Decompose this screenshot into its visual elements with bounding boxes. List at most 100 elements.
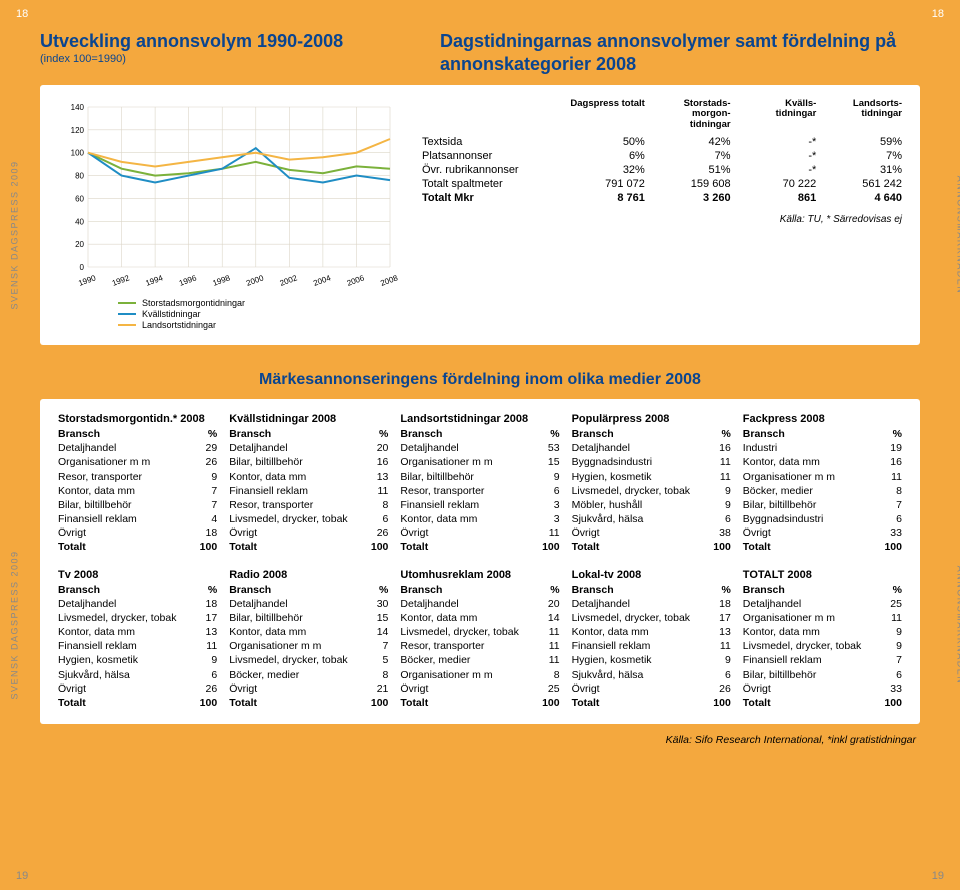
block-row: Sjukvård, hälsa6 <box>572 668 731 682</box>
block-row: Kontor, data mm7 <box>58 484 217 498</box>
block-row: Byggnadsindustri6 <box>743 512 902 526</box>
svg-text:1990: 1990 <box>77 273 97 288</box>
table-cell: 159 608 <box>645 178 731 190</box>
headings-row: Utveckling annonsvolym 1990-2008 (index … <box>0 0 960 85</box>
block-row: Bilar, biltillbehör6 <box>743 668 902 682</box>
block-title: Utomhusreklam 2008 <box>400 569 559 581</box>
block-row: Kontor, data mm9 <box>743 625 902 639</box>
block-row: Bransch% <box>229 583 388 597</box>
svg-text:1996: 1996 <box>178 273 198 288</box>
block-row: Sjukvård, hälsa6 <box>58 668 217 682</box>
block-row: Finansiell reklam11 <box>572 639 731 653</box>
table-header: Kvälls-tidningar <box>731 99 817 134</box>
block-row: Livsmedel, drycker, tobak9 <box>743 639 902 653</box>
heading-left: Utveckling annonsvolym 1990-2008 <box>40 30 400 53</box>
mid-title: Märkesannonseringens fördelning inom oli… <box>0 371 960 389</box>
table-cell: 8 761 <box>559 192 645 204</box>
table-cell: 7% <box>816 150 902 162</box>
line-chart: 0204060801001201401990199219941996199820… <box>58 99 398 331</box>
block-row: Bilar, biltillbehör7 <box>743 498 902 512</box>
block-row: Resor, transporter11 <box>400 639 559 653</box>
block-row: Bransch% <box>229 427 388 441</box>
table-cell: 59% <box>816 136 902 148</box>
block-row: Bransch% <box>400 583 559 597</box>
table-cell: 4 640 <box>816 192 902 204</box>
table-header: Dagspress totalt <box>559 99 645 134</box>
svg-text:2000: 2000 <box>245 273 265 288</box>
block-row: Resor, transporter9 <box>58 470 217 484</box>
block-title: Storstadsmorgontidn.* 2008 <box>58 413 217 425</box>
media-block: Storstadsmorgontidn.* 2008Bransch%Detalj… <box>58 413 217 555</box>
block-row: Bransch% <box>572 427 731 441</box>
media-block: Landsortstidningar 2008 Bransch%Detaljhan… <box>400 413 559 555</box>
block-row: Livsmedel, drycker, tobak5 <box>229 653 388 667</box>
block-row: Kontor, data mm13 <box>229 470 388 484</box>
block-row: Detaljhandel16 <box>572 441 731 455</box>
top-data-table: Dagspress totaltStorstads-morgon-tidning… <box>422 99 902 225</box>
heading-left-sub: (index 100=1990) <box>40 53 400 65</box>
table-cell: 51% <box>645 164 731 176</box>
block-row: Resor, transporter8 <box>229 498 388 512</box>
block-row: Finansiell reklam4 <box>58 512 217 526</box>
svg-text:140: 140 <box>71 103 85 112</box>
table-header: Storstads-morgon-tidningar <box>645 99 731 134</box>
table-cell: 861 <box>731 192 817 204</box>
block-row: Resor, transporter6 <box>400 484 559 498</box>
block-row: Detaljhandel25 <box>743 597 902 611</box>
block-row: Detaljhandel18 <box>58 597 217 611</box>
svg-text:2006: 2006 <box>346 273 366 288</box>
block-row: Böcker, medier8 <box>743 484 902 498</box>
block-row: Organisationer m m7 <box>229 639 388 653</box>
legend-a: Storstadsmorgontidningar <box>142 298 245 308</box>
block-row: Bransch% <box>58 427 217 441</box>
block-title: Landsortstidningar 2008 <box>400 413 559 425</box>
block-row: Övrigt11 <box>400 526 559 540</box>
media-block: TOTALT 2008Bransch%Detaljhandel25Organis… <box>743 569 902 711</box>
block-row: Livsmedel, drycker, tobak11 <box>400 625 559 639</box>
table-cell: 791 072 <box>559 178 645 190</box>
block-row: Bransch% <box>400 427 559 441</box>
block-row: Bilar, biltillbehör9 <box>400 470 559 484</box>
block-row: Kontor, data mm13 <box>58 625 217 639</box>
block-row: Övrigt38 <box>572 526 731 540</box>
block-row: Bilar, biltillbehör15 <box>229 611 388 625</box>
block-row: Detaljhandel53 <box>400 441 559 455</box>
table-cell: -* <box>731 136 817 148</box>
table-row-label: Övr. rubrikannonser <box>422 164 559 176</box>
block-row: Bransch% <box>572 583 731 597</box>
table-cell: -* <box>731 150 817 162</box>
block-row: Övrigt26 <box>572 682 731 696</box>
table-cell: -* <box>731 164 817 176</box>
block-row: Övrigt26 <box>229 526 388 540</box>
block-row: Bilar, biltillbehör16 <box>229 455 388 469</box>
chart-legend: Storstadsmorgontidningar Kvällstidningar… <box>118 298 398 330</box>
block-row: Industri19 <box>743 441 902 455</box>
table-cell: 70 222 <box>731 178 817 190</box>
media-block: Utomhusreklam 2008Bransch%Detaljhandel20… <box>400 569 559 711</box>
block-row: Livsmedel, drycker, tobak6 <box>229 512 388 526</box>
table-cell: 7% <box>645 150 731 162</box>
block-row: Totalt100 <box>58 696 217 710</box>
svg-text:2008: 2008 <box>379 273 398 288</box>
media-block: Kvällstidningar 2008Bransch%Detaljhandel… <box>229 413 388 555</box>
block-row: Totalt100 <box>400 540 559 554</box>
legend-b: Kvällstidningar <box>142 309 201 319</box>
media-block: Populärpress 2008Bransch%Detaljhandel16B… <box>572 413 731 555</box>
table-row-label: Textsida <box>422 136 559 148</box>
block-row: Organisationer m m15 <box>400 455 559 469</box>
block-row: Finansiell reklam3 <box>400 498 559 512</box>
side-label-left-top: SVENSK DAGSPRESS 2009 <box>10 160 20 309</box>
block-row: Bransch% <box>58 583 217 597</box>
page-number-bottom-right: 19 <box>932 870 944 882</box>
block-row: Organisationer m m11 <box>743 470 902 484</box>
block-row: Bilar, biltillbehör7 <box>58 498 217 512</box>
block-row: Övrigt33 <box>743 682 902 696</box>
block-row: Övrigt18 <box>58 526 217 540</box>
svg-text:0: 0 <box>80 263 85 272</box>
block-row: Övrigt26 <box>58 682 217 696</box>
block-row: Finansiell reklam11 <box>58 639 217 653</box>
block-row: Kontor, data mm14 <box>229 625 388 639</box>
block-row: Böcker, medier11 <box>400 653 559 667</box>
svg-text:1994: 1994 <box>144 273 164 288</box>
table-row-label: Totalt Mkr <box>422 192 559 204</box>
